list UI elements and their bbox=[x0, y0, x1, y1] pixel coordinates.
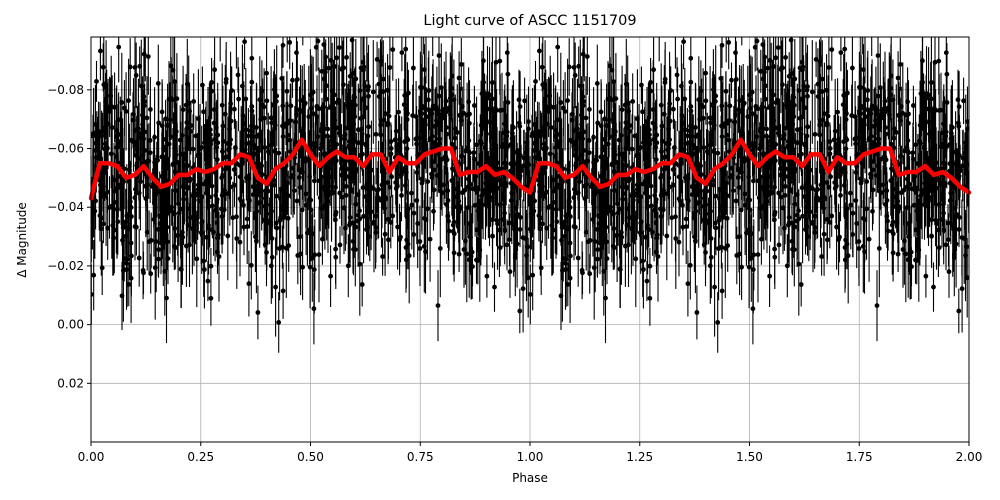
y-tick-label: −0.04 bbox=[47, 200, 84, 214]
y-tick-label: −0.02 bbox=[47, 259, 84, 273]
x-tick-label: 1.75 bbox=[846, 450, 873, 464]
x-tick-label: 0.75 bbox=[407, 450, 434, 464]
x-tick-label: 0.25 bbox=[187, 450, 214, 464]
binned-mean-curve bbox=[88, 137, 972, 201]
y-axis-ticks: −0.08 −0.06 −0.04 −0.02 0.00 0.02 bbox=[47, 83, 91, 390]
y-axis-label: Δ Magnitude bbox=[15, 202, 29, 278]
x-tick-label: 1.25 bbox=[626, 450, 653, 464]
chart-title: Light curve of ASCC 1151709 bbox=[423, 13, 637, 29]
y-tick-label: −0.06 bbox=[47, 142, 84, 156]
y-tick-label: 0.02 bbox=[57, 376, 84, 390]
x-axis-ticks: 0.00 0.25 0.50 0.75 1.00 1.25 1.50 1.75 2.00 bbox=[78, 442, 983, 464]
x-tick-label: 0.50 bbox=[297, 450, 324, 464]
y-tick-label: 0.00 bbox=[57, 318, 84, 332]
x-axis-label: Phase bbox=[512, 471, 548, 485]
x-tick-label: 0.00 bbox=[78, 450, 105, 464]
x-tick-label: 2.00 bbox=[956, 450, 983, 464]
y-tick-label: −0.08 bbox=[47, 83, 84, 97]
x-tick-label: 1.00 bbox=[517, 450, 544, 464]
x-tick-label: 1.50 bbox=[736, 450, 763, 464]
